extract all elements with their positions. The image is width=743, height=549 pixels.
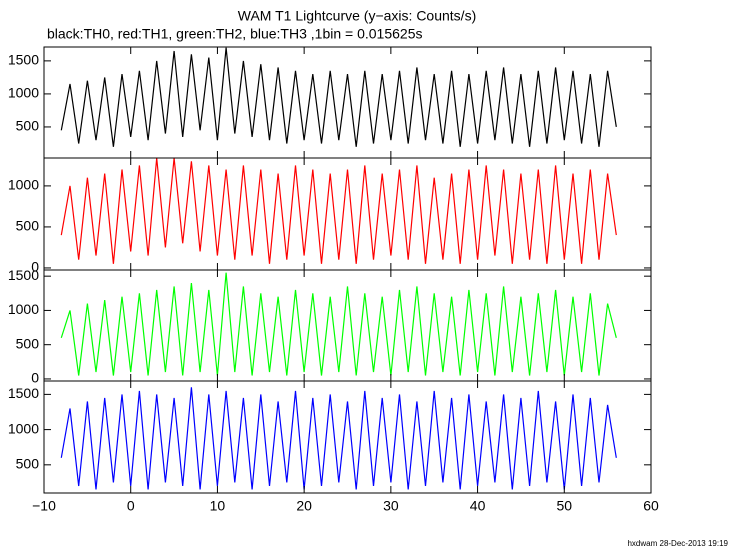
x-tick-label: 10 — [210, 498, 226, 514]
footer: hxdwam 28-Dec-2013 19:19 — [627, 539, 728, 548]
x-tick-label: 20 — [296, 498, 312, 514]
data-line — [60, 157, 617, 264]
y-tick-label: 1500 — [8, 385, 39, 401]
y-tick-label: 500 — [16, 456, 40, 472]
data-line — [60, 272, 617, 376]
y-tick-label: 1000 — [8, 177, 39, 193]
y-tick-label: 500 — [16, 335, 40, 351]
x-tick-label: 60 — [643, 498, 659, 514]
y-tick-label: 0 — [31, 259, 39, 275]
y-tick-label: 1500 — [8, 52, 39, 68]
data-line — [60, 47, 617, 147]
y-tick-label: 500 — [16, 118, 40, 134]
x-tick-label: 30 — [383, 498, 399, 514]
chart-title: WAM T1 Lightcurve (y−axis: Counts/s) — [238, 8, 476, 24]
x-tick-label: −10 — [32, 498, 56, 514]
chart-subtitle: black:TH0, red:TH1, green:TH2, blue:TH3 … — [47, 26, 422, 42]
x-tick-label: 40 — [470, 498, 486, 514]
y-tick-label: 1000 — [8, 420, 39, 436]
y-tick-label: 1500 — [8, 267, 39, 283]
y-tick-label: 1000 — [8, 85, 39, 101]
y-tick-label: 1000 — [8, 301, 39, 317]
x-tick-label: 50 — [556, 498, 572, 514]
panel-frame — [43, 380, 652, 494]
y-tick-label: 0 — [31, 370, 39, 386]
x-tick-label: 0 — [127, 498, 135, 514]
y-tick-label: 500 — [16, 218, 40, 234]
data-line — [60, 387, 617, 490]
